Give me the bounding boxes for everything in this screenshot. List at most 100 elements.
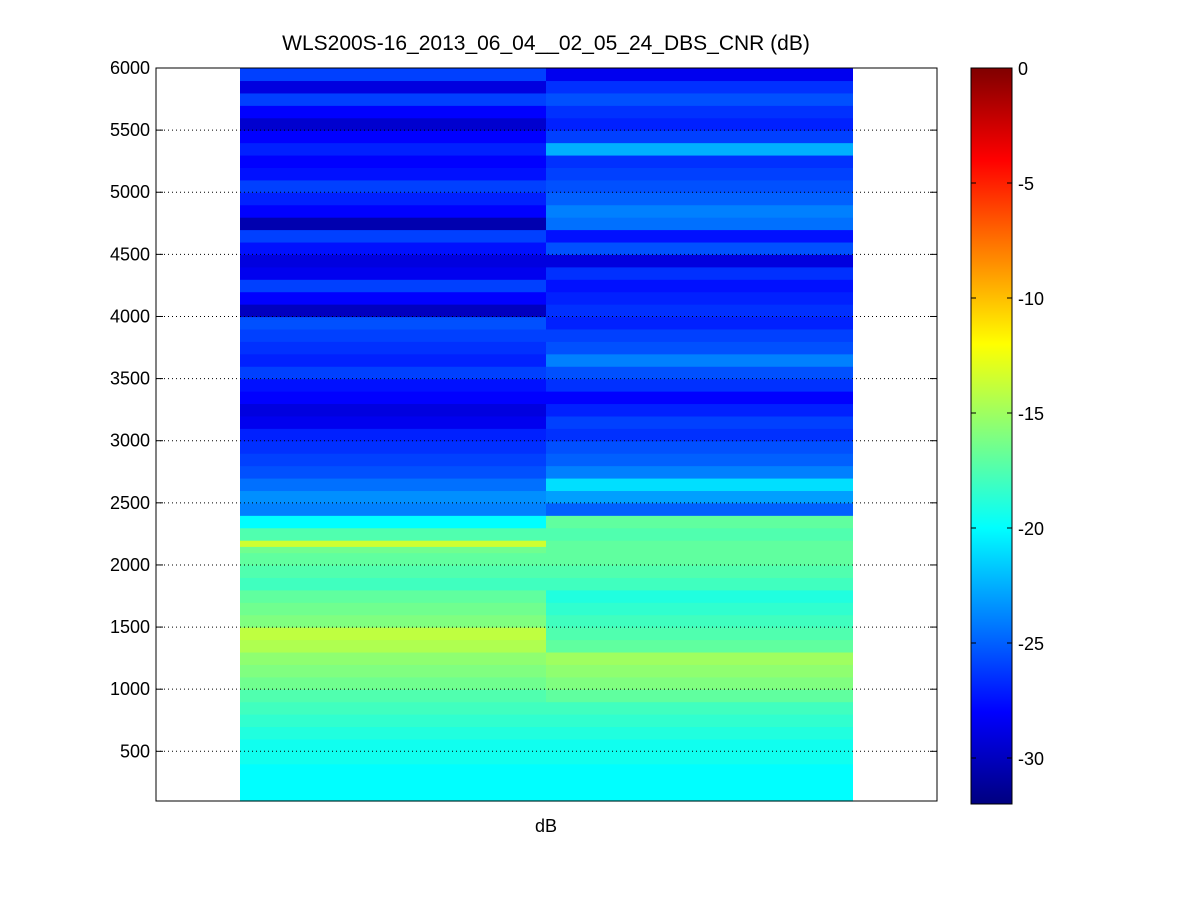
heatmap-cell — [546, 465, 853, 479]
heatmap-cell — [546, 378, 853, 392]
heatmap-cell — [546, 751, 853, 765]
heatmap-cell — [240, 577, 546, 591]
heatmap-cell — [546, 540, 853, 554]
colorbar-tick-label: -25 — [1018, 634, 1044, 654]
heatmap-cell — [240, 192, 546, 206]
heatmap-cell — [546, 105, 853, 119]
y-tick-label: 3000 — [110, 431, 150, 451]
heatmap-cell — [240, 304, 546, 318]
x-axis-label: dB — [535, 816, 557, 836]
heatmap-cell — [546, 353, 853, 367]
heatmap-cell — [240, 546, 546, 554]
heatmap-cell — [240, 540, 546, 547]
heatmap-cell — [546, 403, 853, 417]
heatmap-cell — [240, 403, 546, 417]
colorbar-tick-label: -30 — [1018, 749, 1044, 769]
heatmap-cell — [240, 117, 546, 131]
heatmap-cell — [546, 689, 853, 703]
heatmap-cell — [240, 266, 546, 280]
heatmap-cell — [240, 602, 546, 616]
plot-frame — [155, 67, 938, 802]
heatmap-cell — [240, 714, 546, 728]
heatmap-cell — [546, 602, 853, 616]
heatmap-cell — [240, 627, 546, 641]
heatmap-cell — [240, 167, 546, 181]
heatmap-cell — [546, 490, 853, 504]
heatmap-cell — [546, 117, 853, 131]
heatmap-cell — [546, 726, 853, 740]
heatmap-cell — [240, 701, 546, 715]
y-tick-label: 1000 — [110, 679, 150, 699]
heatmap-cell — [240, 589, 546, 603]
heatmap-cell — [546, 577, 853, 591]
heatmap-cell — [546, 179, 853, 193]
heatmap-cell — [546, 552, 853, 566]
heatmap-cell — [240, 552, 546, 566]
heatmap-cell — [546, 440, 853, 454]
heatmap-cell — [240, 738, 546, 752]
y-tick-label: 4000 — [110, 306, 150, 326]
colorbar — [970, 67, 1013, 805]
y-tick-label: 4500 — [110, 244, 150, 264]
heatmap-cell — [240, 105, 546, 119]
heatmap-cell — [546, 627, 853, 641]
y-tick-label: 5500 — [110, 120, 150, 140]
heatmap-cell — [240, 92, 546, 106]
chart-title: WLS200S-16_2013_06_04__02_05_24_DBS_CNR … — [282, 32, 810, 55]
heatmap-cell — [546, 266, 853, 280]
heatmap-cell — [546, 254, 853, 268]
heatmap-cell — [240, 676, 546, 690]
heatmap-cell — [546, 763, 853, 777]
heatmap-cell — [546, 204, 853, 218]
heatmap-cell — [546, 92, 853, 106]
heatmap-cell — [546, 415, 853, 429]
heatmap-cell — [240, 477, 546, 492]
y-tick-label: 2500 — [110, 493, 150, 513]
heatmap-cell — [240, 453, 546, 467]
heatmap-cell — [546, 515, 853, 529]
heatmap-cell — [546, 80, 853, 94]
heatmap-cell — [546, 676, 853, 690]
colorbar-tick-label: -20 — [1018, 519, 1044, 539]
heatmap-cell — [546, 453, 853, 467]
colorbar-tick-label: -10 — [1018, 289, 1044, 309]
heatmap-cell — [240, 564, 546, 578]
y-axis: 500 1000 1500 2000 2500 3000 3500 4000 4500 5000 5… — [110, 58, 937, 761]
heatmap-cell — [240, 763, 546, 777]
heatmap-cell — [240, 614, 546, 628]
heatmap-cell — [546, 664, 853, 678]
heatmap-cell — [240, 788, 546, 802]
heatmap-cell — [240, 353, 546, 367]
heatmap-cell — [546, 192, 853, 206]
heatmap-cell — [546, 589, 853, 603]
heatmap-cell — [240, 279, 546, 293]
heatmap-cell — [546, 714, 853, 728]
heatmap-cell — [240, 440, 546, 454]
heatmap-cell — [546, 328, 853, 342]
heatmap-cell — [240, 689, 546, 703]
heatmap-cell — [240, 726, 546, 740]
heatmap-cell — [546, 527, 853, 541]
heatmap-cells — [240, 68, 853, 802]
heatmap-cell — [240, 130, 546, 144]
heatmap-cell — [240, 341, 546, 355]
heatmap-cell — [240, 217, 546, 231]
heatmap-cell — [240, 465, 546, 479]
heatmap-cell — [240, 80, 546, 94]
colorbar-axis: 0 -5 -10 -15 -20 -25 -30 — [971, 59, 1044, 769]
heatmap-cell — [546, 304, 853, 318]
heatmap-cell — [546, 614, 853, 628]
heatmap-cell — [546, 229, 853, 243]
heatmap-cell — [240, 515, 546, 529]
heatmap-cell — [546, 341, 853, 355]
y-tick-label: 3500 — [110, 369, 150, 389]
heatmap-cell — [546, 217, 853, 231]
colorbar-tick-label: 0 — [1018, 59, 1028, 79]
heatmap-cell — [240, 490, 546, 504]
heatmap-cell — [546, 738, 853, 752]
heatmap-cell — [240, 378, 546, 392]
heatmap-cell — [546, 701, 853, 715]
heatmap-cell — [546, 142, 853, 156]
heatmap-cell — [546, 428, 853, 442]
heatmap-cell — [546, 391, 853, 405]
